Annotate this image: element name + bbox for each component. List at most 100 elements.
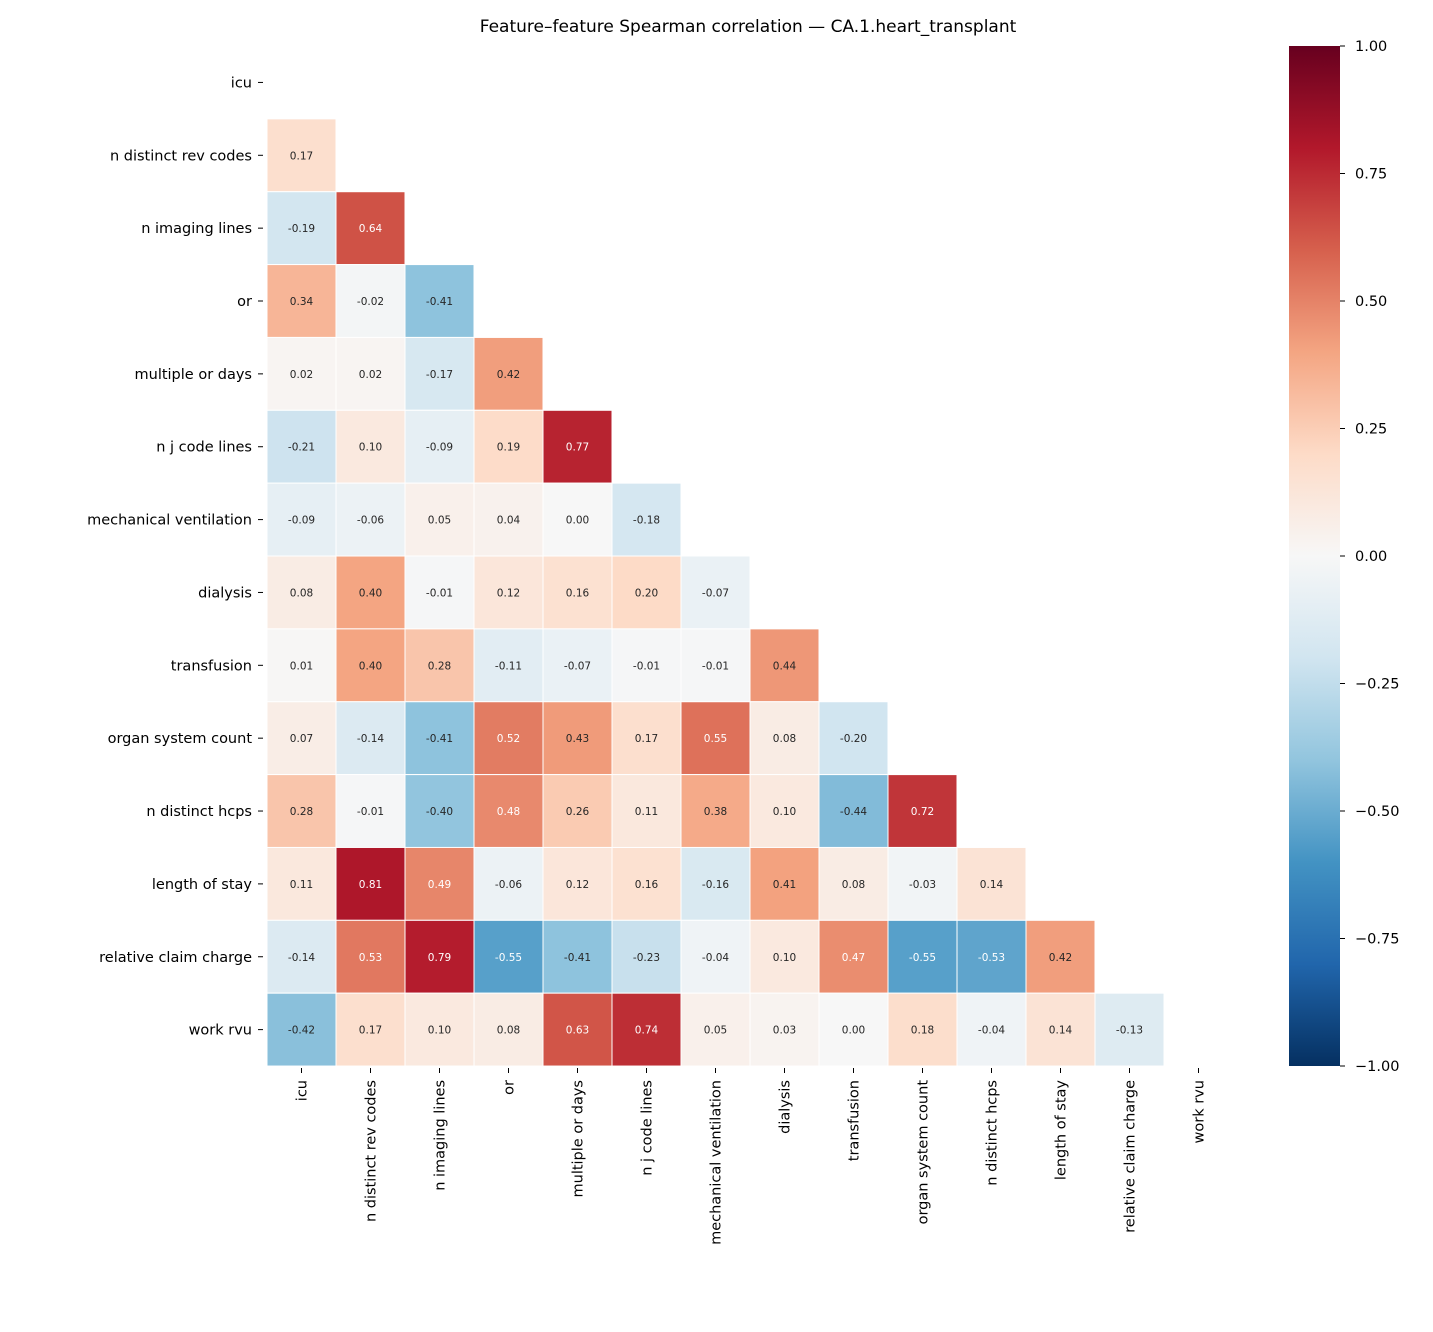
cell-value-label: -0.14 <box>357 733 384 745</box>
heatmap-cell <box>404 482 475 557</box>
heatmap-cell <box>542 482 613 557</box>
colorbar-tick-label: −0.25 <box>1355 677 1399 693</box>
cell-value-label: 0.55 <box>704 733 727 745</box>
cell-value-label: 0.64 <box>359 223 383 235</box>
cell-value-label: 0.12 <box>497 587 520 599</box>
heatmap-cell <box>266 264 337 338</box>
heatmap-cell <box>542 409 613 484</box>
heatmap-cell <box>266 191 337 266</box>
heatmap-cell <box>542 774 613 848</box>
column-tick-label: n distinct rev codes <box>364 1080 380 1222</box>
cell-value-label: 0.26 <box>566 806 590 818</box>
heatmap-cell <box>680 701 751 776</box>
column-tick-label: organ system count <box>916 1080 932 1225</box>
heatmap-cell <box>611 482 682 557</box>
cell-value-label: -0.01 <box>702 660 729 672</box>
cell-value-label: -0.04 <box>978 1025 1005 1037</box>
cell-value-label: 0.44 <box>773 660 797 672</box>
heatmap-cell <box>749 628 820 703</box>
cell-value-label: 0.17 <box>635 733 658 745</box>
cell-value-label: 0.05 <box>704 1025 727 1037</box>
column-tick-label: relative claim charge <box>1123 1080 1139 1233</box>
cell-value-label: 0.08 <box>290 587 313 599</box>
cell-value-label: -0.11 <box>495 660 522 672</box>
cell-value-label: 0.10 <box>428 1025 451 1037</box>
cell-value-label: 0.05 <box>428 515 451 527</box>
cell-value-label: 0.14 <box>1049 1025 1073 1037</box>
heatmap-cell <box>335 919 406 994</box>
row-tick-label: n distinct hcps <box>146 804 252 820</box>
cell-value-label: -0.09 <box>426 442 453 454</box>
cell-value-label: 0.81 <box>359 879 382 891</box>
heatmap-cell <box>473 409 544 484</box>
cell-value-label: -0.09 <box>288 515 315 527</box>
cell-value-label: 0.72 <box>911 806 934 818</box>
cell-value-label: -0.17 <box>426 369 453 381</box>
heatmap-cell <box>956 919 1027 994</box>
cell-value-label: -0.07 <box>564 660 591 672</box>
cell-value-label: -0.04 <box>702 952 729 964</box>
cell-value-label: -0.01 <box>426 587 453 599</box>
heatmap-cell <box>266 992 337 1067</box>
cell-value-label: -0.13 <box>1116 1025 1143 1037</box>
colorbar-tick-label: 0.25 <box>1355 422 1387 438</box>
cell-value-label: 0.02 <box>290 369 313 381</box>
row-tick-label: transfusion <box>171 658 252 674</box>
cell-value-label: 0.08 <box>773 733 796 745</box>
cell-value-label: 0.41 <box>773 879 796 891</box>
cell-value-label: 0.12 <box>566 879 589 891</box>
cell-value-label: 0.10 <box>773 952 796 964</box>
heatmap-cell <box>611 555 682 630</box>
cell-value-label: -0.07 <box>702 587 729 599</box>
heatmap-cell <box>1025 919 1096 994</box>
row-labels: icu n distinct rev codes n imaging lines or… <box>87 75 263 1039</box>
heatmap-cell <box>266 555 337 630</box>
cell-value-label: -0.03 <box>909 879 936 891</box>
row-tick-label: mechanical ventilation <box>87 513 252 529</box>
heatmap-cell <box>611 774 682 848</box>
cell-value-label: 0.48 <box>497 806 520 818</box>
row-tick-label: dialysis <box>198 585 252 601</box>
heatmap-cell <box>266 919 337 994</box>
heatmap-cell <box>611 701 682 776</box>
heatmap-cell <box>473 701 544 776</box>
cell-value-label: -0.44 <box>840 806 867 818</box>
column-tick-label: n imaging lines <box>433 1080 449 1191</box>
cell-value-label: 0.01 <box>290 660 313 672</box>
cell-value-label: 0.52 <box>497 733 520 745</box>
cell-value-label: 0.10 <box>359 442 382 454</box>
cell-value-label: -0.41 <box>564 952 591 964</box>
cell-value-label: 0.34 <box>290 296 314 308</box>
cell-value-label: 0.16 <box>566 587 590 599</box>
heatmap-cell <box>887 774 958 848</box>
colorbar-tick-label: −0.75 <box>1355 932 1399 948</box>
colorbar-tick-label: −1.00 <box>1355 1059 1399 1075</box>
cell-value-label: 0.42 <box>1049 952 1072 964</box>
column-tick-label: mechanical ventilation <box>709 1080 725 1245</box>
row-tick-label: icu <box>231 75 252 91</box>
cell-value-label: -0.21 <box>288 442 315 454</box>
cell-value-label: -0.40 <box>426 806 453 818</box>
heatmap-cell <box>335 336 406 411</box>
cell-value-label: -0.23 <box>633 952 660 964</box>
colorbar-tick-label: −0.50 <box>1355 804 1399 820</box>
heatmap-cell <box>680 628 751 703</box>
heatmap-cell <box>887 919 958 994</box>
cell-value-label: 0.19 <box>497 442 520 454</box>
heatmap-cell <box>404 992 475 1067</box>
heatmap-cell <box>266 846 337 921</box>
cell-value-label: 0.43 <box>566 733 589 745</box>
heatmap-cell <box>335 701 406 776</box>
cell-value-label: -0.41 <box>426 296 453 308</box>
heatmap-cell <box>680 919 751 994</box>
cell-value-label: 0.11 <box>635 806 658 818</box>
row-tick-label: n distinct rev codes <box>110 148 252 164</box>
cell-value-label: -0.01 <box>357 806 384 818</box>
cell-value-label: 0.18 <box>911 1025 934 1037</box>
cell-value-label: -0.53 <box>978 952 1005 964</box>
colorbar-tick-label: 0.75 <box>1355 167 1387 183</box>
column-tick-label: work rvu <box>1192 1080 1208 1143</box>
heatmap-cell <box>335 482 406 557</box>
cell-value-label: 0.77 <box>566 442 589 454</box>
row-tick-label: multiple or days <box>135 367 253 383</box>
